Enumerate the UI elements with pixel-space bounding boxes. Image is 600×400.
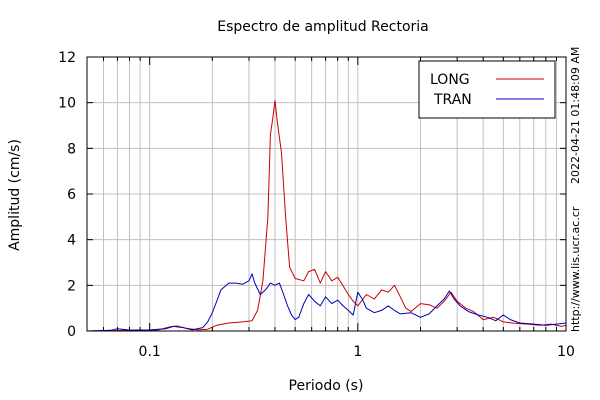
y-tick-label: 4 xyxy=(67,233,76,249)
y-tick-label: 6 xyxy=(67,187,76,203)
timestamp-label: 2022-04-21 01:48:09 AM xyxy=(569,47,582,184)
legend-label-long: LONG xyxy=(430,72,470,88)
x-tick-label: 1 xyxy=(353,344,362,360)
y-tick-label: 0 xyxy=(67,324,76,340)
y-ticks: 0 2 4 6 8 10 12 xyxy=(58,50,566,340)
chart-title: Espectro de amplitud Rectoria xyxy=(217,19,429,35)
x-tick-label: 10 xyxy=(557,344,575,360)
y-tick-label: 10 xyxy=(58,96,76,112)
series-line-long xyxy=(86,99,567,332)
series-line-tran xyxy=(86,273,567,332)
x-ticks: 0.1 1 10 xyxy=(86,57,575,360)
legend-box xyxy=(418,60,556,119)
y-tick-label: 8 xyxy=(67,141,76,157)
legend-label-tran: TRAN xyxy=(433,92,472,108)
legend: LONG TRAN xyxy=(418,60,556,119)
grid xyxy=(86,56,566,332)
x-tick-label: 0.1 xyxy=(139,344,161,360)
y-tick-label: 12 xyxy=(58,50,76,66)
y-tick-label: 2 xyxy=(67,278,76,294)
plot-series xyxy=(86,99,567,332)
source-url-label: http://www.lis.ucr.ac.cr xyxy=(569,206,582,332)
x-axis-label: Periodo (s) xyxy=(289,378,364,394)
y-axis-label: Amplitud (cm/s) xyxy=(7,139,23,251)
